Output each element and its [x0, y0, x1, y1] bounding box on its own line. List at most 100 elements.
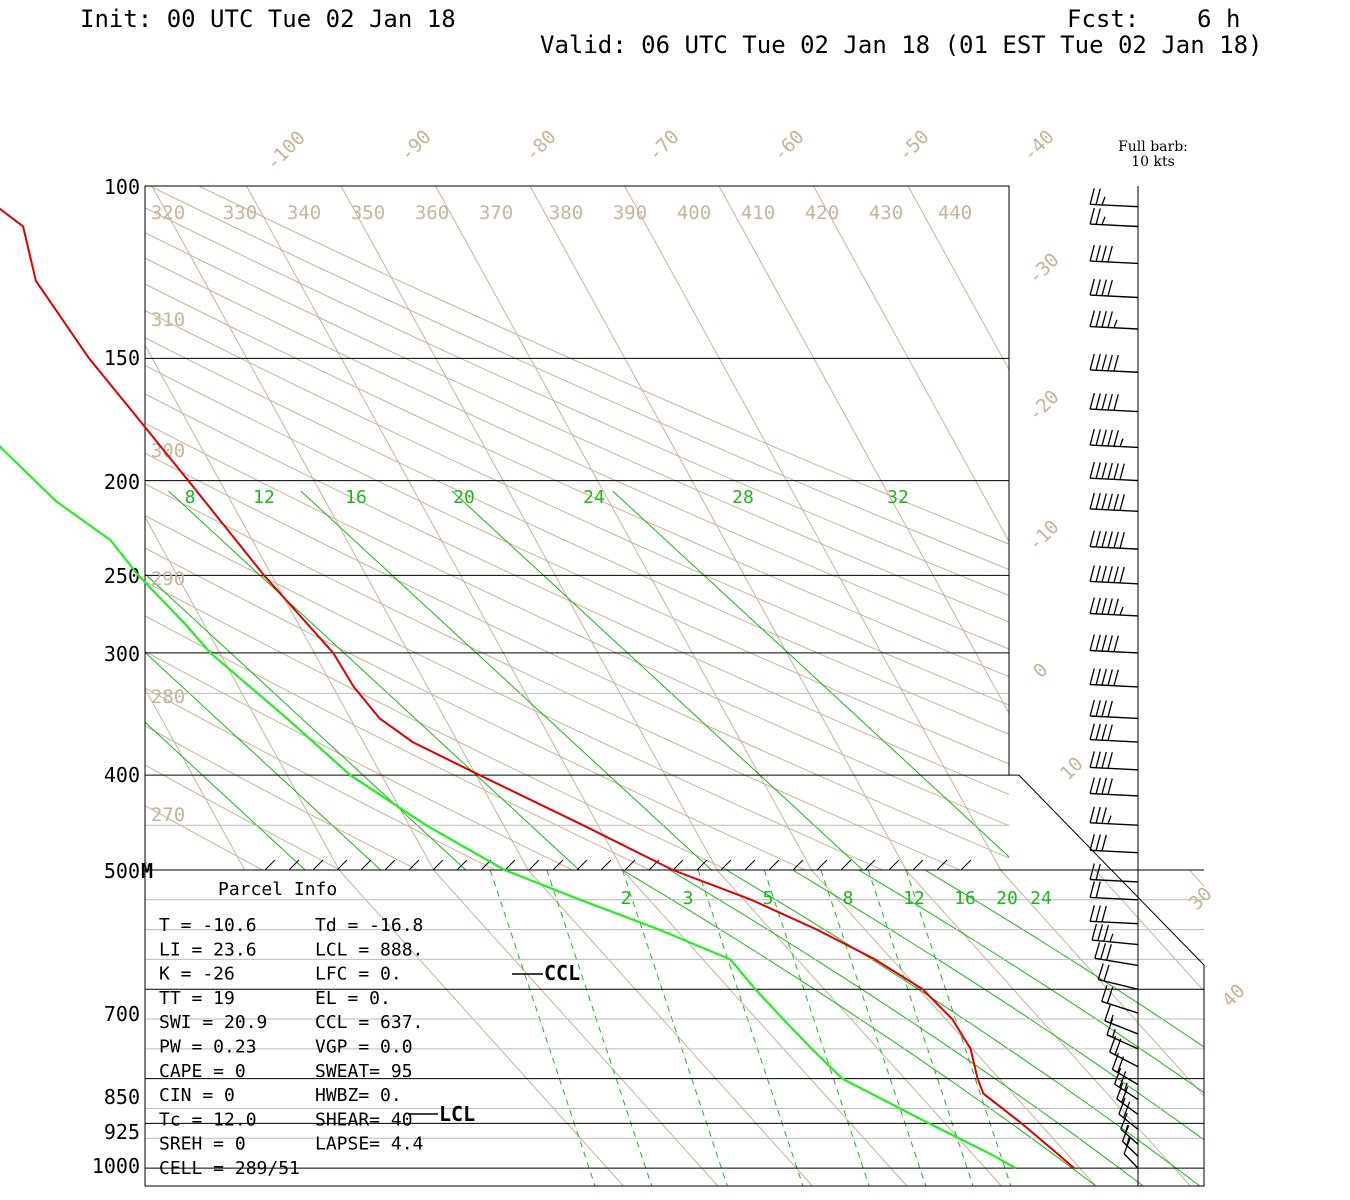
theta-label: 420	[805, 202, 839, 224]
forecast-hour: Fcst: 6 h	[1067, 5, 1241, 33]
wind-barb	[1089, 834, 1139, 854]
barb-flag	[1101, 985, 1108, 1002]
barb-flag	[1101, 565, 1107, 583]
barb-flag	[1107, 669, 1113, 686]
wind-barb	[1118, 1097, 1139, 1130]
wind-barb	[1089, 278, 1139, 299]
parcel-info-right: LFC = 0.	[315, 964, 402, 985]
barb-flag	[1095, 208, 1101, 225]
isotherm	[529, 186, 907, 870]
isotherm	[340, 186, 718, 870]
barb-flag	[1089, 863, 1095, 880]
barb-flag	[1107, 531, 1113, 548]
mixing-ratio-label: 16	[345, 487, 367, 508]
isotherm	[1000, 870, 1204, 1097]
mixing-ratio-label: 28	[732, 487, 754, 508]
isotherm-label: -10	[1024, 516, 1064, 556]
barb-flag	[1089, 462, 1095, 479]
barb-shaft	[1090, 920, 1139, 925]
barb-flag	[1089, 834, 1095, 851]
barb-flag	[1101, 597, 1107, 615]
hatch-mark	[960, 859, 972, 871]
barb-flag	[1113, 493, 1119, 511]
chart-frame	[144, 185, 1205, 1187]
dry-adiabat	[145, 283, 1009, 678]
barb-half-flag	[1109, 933, 1114, 943]
barb-flag	[1104, 1004, 1111, 1022]
barb-flag	[1089, 777, 1095, 794]
dry-adiabat	[145, 615, 651, 870]
parcel-info-right: HWBZ= 0.	[315, 1085, 402, 1106]
mixing-ratio-label: 8	[185, 487, 196, 508]
hatch-mark	[432, 859, 444, 871]
wind-barb	[1089, 699, 1139, 720]
dry-adiabat	[198, 186, 1009, 545]
dry-adiabat	[145, 483, 961, 870]
isotherm	[435, 186, 813, 870]
isotherm	[1189, 870, 1204, 887]
barb-flag	[1101, 807, 1107, 824]
barb-shaft	[1090, 223, 1139, 228]
barb-shaft	[1094, 957, 1139, 967]
hatch-mark	[360, 859, 372, 871]
barb-flag	[1101, 531, 1107, 548]
barb-shaft	[1090, 822, 1139, 826]
barb-shaft	[1090, 715, 1139, 720]
hatch-mark	[816, 859, 828, 871]
barb-flag	[1095, 462, 1101, 479]
dry-adiabat	[145, 232, 1009, 623]
barb-flag	[1101, 279, 1107, 296]
dry-adiabat	[149, 186, 1009, 571]
barb-shaft	[1090, 203, 1139, 208]
barb-flag	[1097, 963, 1104, 980]
barb-flag	[1095, 668, 1101, 685]
barb-shaft	[1090, 792, 1139, 797]
barb-flag	[1123, 1137, 1131, 1155]
barb-flag	[1101, 462, 1107, 479]
mixing-ratio-dashed	[489, 870, 596, 1186]
barb-flag	[1119, 463, 1125, 480]
barb-flag	[1095, 806, 1101, 824]
theta-label: 320	[151, 202, 185, 224]
barb-flag	[1089, 905, 1095, 922]
profiles: CCL LCL	[0, 207, 1075, 1170]
parcel-info-left: PW = 0.23	[159, 1037, 257, 1058]
barb-flag	[1095, 881, 1101, 898]
barb-shaft	[1098, 978, 1139, 990]
dry-adiabat	[145, 337, 1009, 735]
hatch-mark	[792, 859, 804, 871]
wind-barb	[1089, 723, 1139, 743]
parcel-info-left: Tc = 12.0	[159, 1109, 257, 1130]
barb-shaft	[1090, 260, 1139, 265]
mixing-ratio-label: 20	[453, 487, 475, 508]
theta-label: 380	[549, 202, 583, 224]
barb-shaft	[1090, 849, 1139, 854]
lcl-label: LCL	[439, 1102, 475, 1126]
wind-barb	[1089, 905, 1139, 925]
isotherm	[624, 186, 1002, 870]
parcel-info-right: LCL = 888.	[315, 939, 423, 960]
dry-adiabat	[145, 452, 1009, 859]
hatch-mark	[840, 859, 852, 871]
barb-flag	[1089, 699, 1095, 717]
hatch-mark	[600, 859, 612, 871]
dry-adiabat	[145, 805, 263, 870]
barb-flag	[1118, 1097, 1126, 1115]
wind-barb	[1089, 392, 1139, 413]
hatch-mark	[288, 859, 300, 871]
barb-half-flag	[1109, 1014, 1114, 1024]
barb-flag	[1107, 566, 1113, 583]
barb-flag	[1113, 669, 1119, 686]
barb-shaft	[1090, 766, 1139, 771]
barb-flag	[1095, 429, 1101, 446]
barb-legend-line1: Full barb:	[1118, 139, 1188, 155]
barb-flag	[1107, 493, 1113, 510]
theta-label: 400	[677, 202, 711, 224]
hatch-mark	[384, 859, 396, 871]
isotherm	[811, 870, 1097, 1186]
isotherm-label: -50	[894, 126, 934, 166]
hatch-mark	[888, 859, 900, 871]
barb-flag	[1107, 635, 1113, 652]
dry-adiabat	[145, 650, 573, 870]
wind-barb	[1106, 1018, 1139, 1050]
